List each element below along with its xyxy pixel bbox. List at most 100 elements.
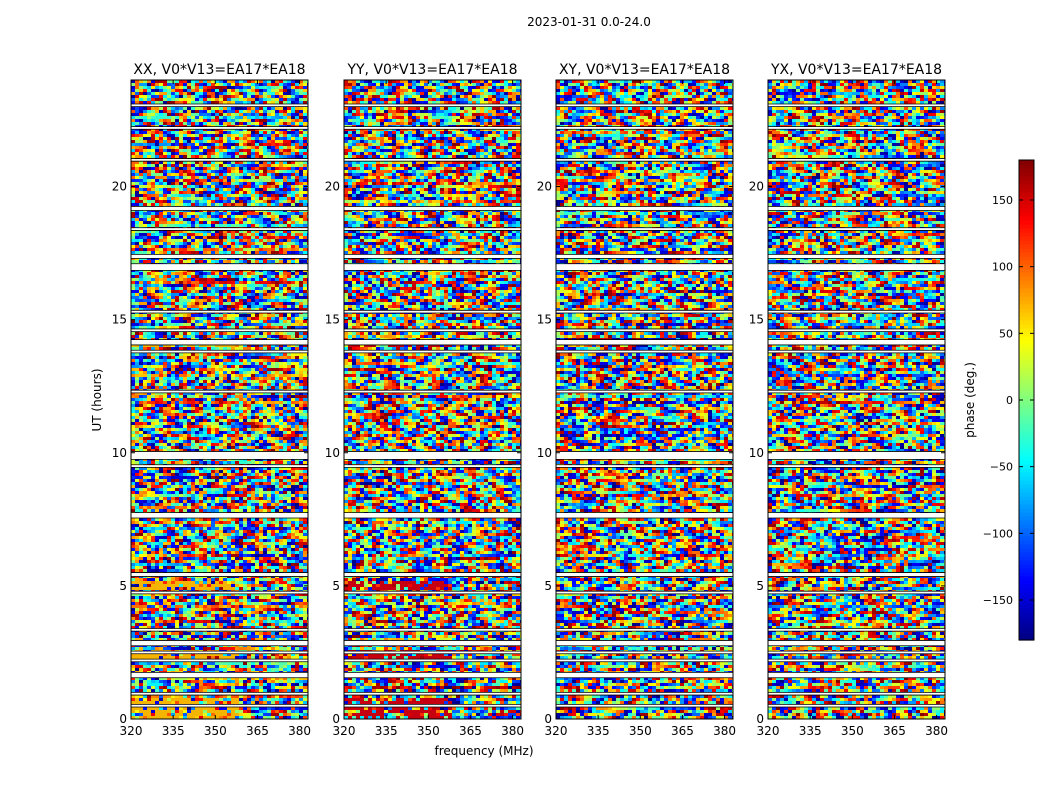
colorbar-swatch xyxy=(1019,560,1034,565)
panel-title: XX, V0*V13=EA17*EA18 xyxy=(133,62,305,78)
colorbar-swatch xyxy=(1019,304,1034,309)
colorbar-swatch xyxy=(1019,528,1034,533)
panel-title: YX, V0*V13=EA17*EA18 xyxy=(770,62,942,78)
colorbar-swatch xyxy=(1019,492,1034,497)
y-tick-label: 20 xyxy=(112,180,127,194)
colorbar-swatch xyxy=(1019,256,1034,261)
colorbar-swatch xyxy=(1019,588,1034,593)
colorbar-swatch xyxy=(1019,412,1034,417)
colorbar-swatch xyxy=(1019,208,1034,213)
colorbar-swatch xyxy=(1019,372,1034,377)
colorbar-swatch xyxy=(1019,612,1034,617)
colorbar-swatch xyxy=(1019,420,1034,425)
x-tick-label: 350 xyxy=(204,724,227,738)
colorbar-swatch xyxy=(1019,224,1034,229)
panel-1: YY, V0*V13=EA17*EA18 320 335 350 365 380 0 5 10 1… xyxy=(325,62,524,738)
colorbar-swatch xyxy=(1019,324,1034,329)
colorbar-swatch xyxy=(1019,608,1034,613)
colorbar-swatch xyxy=(1019,236,1034,241)
x-tick-label: 335 xyxy=(799,724,822,738)
colorbar-swatch xyxy=(1019,356,1034,361)
panel-2: XY, V0*V13=EA17*EA18 320 335 350 365 380 0 5 10 1… xyxy=(537,62,736,738)
y-tick-label: 0 xyxy=(119,712,127,726)
colorbar-swatch xyxy=(1019,184,1034,189)
phase-heatmap xyxy=(768,80,945,719)
y-tick-label: 5 xyxy=(756,579,764,593)
y-axis-label: UT (hours) xyxy=(90,368,104,431)
colorbar-swatch xyxy=(1019,232,1034,237)
colorbar-swatch xyxy=(1019,192,1034,197)
colorbar-swatch xyxy=(1019,348,1034,353)
colorbar-swatch xyxy=(1019,564,1034,569)
colorbar-swatch xyxy=(1019,264,1034,269)
y-tick-label: 15 xyxy=(749,313,764,327)
colorbar-tick-label: 150 xyxy=(992,194,1013,207)
x-tick-label: 365 xyxy=(459,724,482,738)
y-tick-label: 15 xyxy=(325,313,340,327)
colorbar-swatch xyxy=(1019,408,1034,413)
colorbar-swatch xyxy=(1019,320,1034,325)
colorbar-swatch xyxy=(1019,164,1034,169)
colorbar-swatch xyxy=(1019,456,1034,461)
colorbar-swatch xyxy=(1019,292,1034,297)
colorbar-swatch xyxy=(1019,268,1034,273)
colorbar-swatch xyxy=(1019,172,1034,177)
colorbar-swatch xyxy=(1019,216,1034,221)
colorbar-swatch xyxy=(1019,460,1034,465)
colorbar-swatch xyxy=(1019,508,1034,513)
colorbar-swatch xyxy=(1019,424,1034,429)
y-tick-label: 0 xyxy=(756,712,764,726)
colorbar-swatch xyxy=(1019,504,1034,509)
colorbar-swatch xyxy=(1019,188,1034,193)
x-tick-label: 365 xyxy=(671,724,694,738)
y-tick-label: 20 xyxy=(537,180,552,194)
colorbar-swatch xyxy=(1019,616,1034,621)
colorbar-swatch xyxy=(1019,336,1034,341)
y-tick-label: 15 xyxy=(112,313,127,327)
colorbar-swatch xyxy=(1019,620,1034,625)
panel-frame xyxy=(343,79,522,720)
colorbar-swatch xyxy=(1019,584,1034,589)
colorbar-swatch xyxy=(1019,464,1034,469)
colorbar-swatch xyxy=(1019,220,1034,225)
colorbar-swatch xyxy=(1019,168,1034,173)
colorbar-swatch xyxy=(1019,228,1034,233)
colorbar-swatch xyxy=(1019,580,1034,585)
x-tick-label: 335 xyxy=(162,724,185,738)
colorbar-swatch xyxy=(1019,636,1034,641)
colorbar-swatch xyxy=(1019,352,1034,357)
colorbar-swatch xyxy=(1019,624,1034,629)
colorbar-swatch xyxy=(1019,540,1034,545)
colorbar-swatch xyxy=(1019,548,1034,553)
colorbar-swatch xyxy=(1019,316,1034,321)
panel-title: YY, V0*V13=EA17*EA18 xyxy=(346,62,517,78)
colorbar-swatch xyxy=(1019,196,1034,201)
phase-heatmap xyxy=(344,80,521,719)
colorbar-swatch xyxy=(1019,604,1034,609)
x-tick-label: 335 xyxy=(375,724,398,738)
panel-frame xyxy=(555,79,734,720)
colorbar-swatch xyxy=(1019,280,1034,285)
colorbar-swatch xyxy=(1019,392,1034,397)
phase-heatmap xyxy=(556,80,733,719)
colorbar-swatch xyxy=(1019,480,1034,485)
colorbar-tick-label: −150 xyxy=(983,594,1013,607)
colorbar-swatch xyxy=(1019,632,1034,637)
colorbar-swatch xyxy=(1019,260,1034,265)
colorbar-swatch xyxy=(1019,276,1034,281)
colorbar-swatch xyxy=(1019,484,1034,489)
panel-frame xyxy=(130,79,309,720)
colorbar-swatch xyxy=(1019,204,1034,209)
colorbar-swatch xyxy=(1019,552,1034,557)
x-tick-label: 365 xyxy=(246,724,269,738)
colorbar-swatch xyxy=(1019,432,1034,437)
colorbar-swatch xyxy=(1019,376,1034,381)
x-tick-label: 365 xyxy=(883,724,906,738)
colorbar-swatch xyxy=(1019,524,1034,529)
colorbar-swatch xyxy=(1019,388,1034,393)
colorbar-tick-label: 100 xyxy=(992,261,1013,274)
colorbar-swatch xyxy=(1019,512,1034,517)
x-tick-label: 380 xyxy=(713,724,736,738)
colorbar: −150 −100 −50 0 50 100 150 xyxy=(983,159,1035,641)
colorbar-swatch xyxy=(1019,160,1034,165)
